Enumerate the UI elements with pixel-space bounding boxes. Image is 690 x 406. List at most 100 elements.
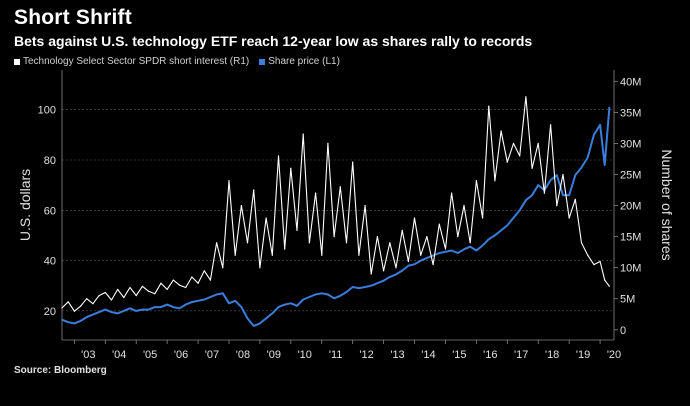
right-tick-label-7: 35M: [620, 107, 641, 119]
series-0-point-52: [383, 270, 385, 272]
series-1-point-21: [191, 301, 193, 303]
series-1-point-13: [141, 309, 143, 311]
series-1-point-1: [67, 321, 69, 323]
series-1-point-82: [568, 194, 570, 196]
series-1-point-29: [240, 306, 242, 308]
series-1-point-88: [604, 164, 606, 166]
series-1-point-30: [246, 317, 249, 319]
left-tick-label-1: 40: [44, 256, 56, 268]
series-1-point-62: [444, 251, 447, 253]
series-0-point-5: [92, 303, 94, 305]
series-1-point-61: [438, 252, 440, 254]
series-1-point-9: [117, 312, 119, 314]
series-1-point-57: [413, 263, 416, 265]
x-tick-label-7: '10: [298, 349, 312, 361]
series-0-point-1: [67, 301, 69, 303]
left-tick-label-4: 100: [38, 105, 56, 117]
series-0-point-28: [234, 254, 236, 256]
x-tick-label-0: '03: [81, 349, 95, 361]
series-1-point-64: [457, 252, 459, 254]
x-tick-label-13: '16: [483, 349, 497, 361]
right-tick-label-8: 40M: [620, 76, 641, 88]
series-1-point-39: [302, 298, 304, 301]
series-0-point-46: [345, 242, 348, 244]
series-0-point-67: [475, 180, 477, 182]
right-tick-label-0: 0: [620, 325, 626, 337]
series-1-point-24: [209, 296, 211, 298]
series-1-point-59: [426, 257, 428, 259]
series-0-point-40: [308, 242, 310, 244]
series-1-point-37: [290, 302, 292, 304]
series-0-point-22: [197, 282, 199, 284]
series-1-point-44: [333, 297, 335, 299]
series-line-technology-select-sector-spdr-short-interest-r1: [61, 96, 610, 312]
series-0-point-80: [556, 205, 558, 207]
series-1-point-58: [420, 260, 422, 262]
series-1-point-40: [308, 296, 310, 298]
series-0-point-43: [327, 142, 329, 144]
series-1-point-55: [401, 270, 403, 272]
series-1-point-12: [135, 310, 137, 312]
series-1-point-5: [92, 314, 94, 316]
series-0-point-85: [587, 254, 589, 256]
x-tick-label-2: '05: [143, 349, 157, 361]
series-0-point-62: [444, 248, 447, 250]
series-1-point-76: [531, 194, 533, 196]
left-axis-title: U.S. dollars: [17, 169, 33, 241]
x-tick-label-3: '06: [174, 349, 188, 361]
series-0-point-0: [61, 307, 63, 309]
right-tick-label-4: 20M: [620, 201, 641, 213]
series-1-point-8: [110, 311, 113, 313]
series-1-point-84: [580, 166, 583, 169]
series-0-point-39: [302, 133, 304, 135]
series-0-point-42: [321, 254, 323, 256]
series-1-point-69: [488, 238, 490, 240]
series-0-point-76: [531, 167, 533, 169]
series-0-point-57: [413, 217, 416, 219]
series-1-point-80: [556, 174, 558, 176]
x-tick-label-15: '18: [545, 349, 559, 361]
series-0-point-53: [389, 242, 391, 244]
series-0-point-6: [98, 295, 100, 297]
series-1-point-35: [277, 306, 280, 308]
legend-item-short-interest: Technology Select Sector SPDR short inte…: [14, 56, 249, 67]
series-0-point-24: [209, 279, 211, 281]
series-1-point-20: [185, 304, 187, 306]
series-0-point-18: [172, 279, 174, 281]
series-1-point-73: [512, 217, 515, 219]
series-1-point-41: [315, 293, 317, 296]
series-0-point-74: [519, 155, 521, 157]
series-0-point-25: [216, 242, 218, 244]
series-0-point-55: [401, 229, 403, 231]
series-1-point-18: [172, 306, 174, 308]
x-tick-label-4: '07: [205, 349, 219, 361]
x-tick-label-1: '04: [112, 349, 126, 361]
series-1-point-16: [160, 306, 162, 308]
series-0-point-21: [191, 276, 193, 278]
series-1-point-6: [98, 311, 100, 313]
series-0-point-8: [110, 299, 113, 301]
series-1-point-71: [500, 229, 502, 231]
series-1-point-66: [469, 246, 471, 248]
series-1-point-65: [463, 248, 465, 250]
series-0-point-16: [160, 282, 162, 284]
chart-title: Short Shrift: [14, 6, 132, 29]
series-0-point-47: [352, 161, 354, 163]
series-0-point-65: [463, 205, 465, 207]
series-1-point-46: [345, 291, 348, 293]
series-0-point-73: [512, 142, 515, 144]
series-0-point-36: [284, 248, 286, 250]
series-0-point-30: [246, 242, 249, 244]
right-tick-label-1: 5M: [620, 294, 635, 306]
x-tick-label-12: '15: [452, 349, 466, 361]
series-0-point-89: [608, 285, 611, 287]
left-tick-label-0: 20: [44, 306, 56, 318]
series-1-point-26: [222, 292, 224, 294]
series-1-point-56: [407, 265, 409, 267]
series-0-point-87: [599, 260, 601, 263]
x-tick-label-14: '17: [514, 349, 528, 361]
series-0-point-58: [420, 254, 422, 256]
series-0-point-12: [135, 295, 137, 297]
series-1-point-74: [519, 209, 521, 211]
